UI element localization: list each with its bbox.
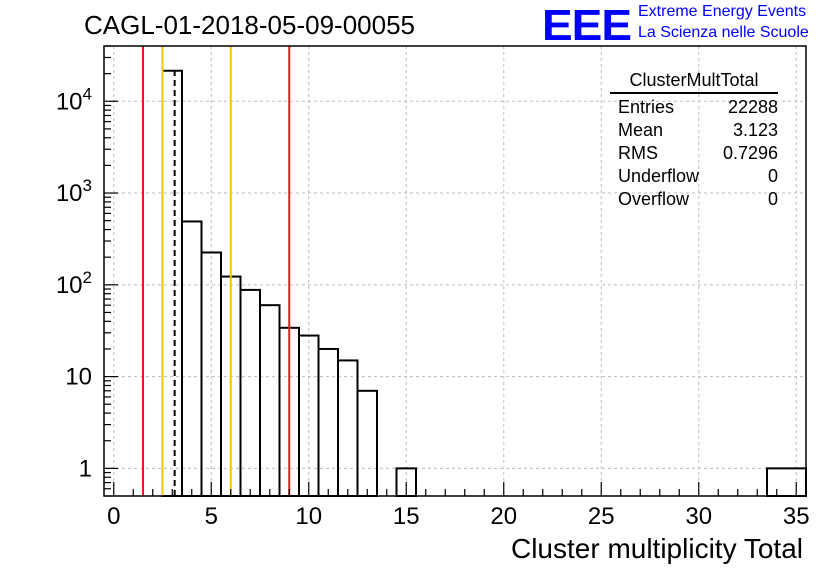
logo-line-2: La Scienza nelle Scuole [638, 24, 809, 41]
stats-value: 0 [767, 189, 778, 209]
x-tick-label: 0 [107, 503, 120, 530]
stats-title: ClusterMultTotal [610, 70, 778, 94]
stats-label: Overflow [618, 189, 690, 209]
y-tick-label: 102 [56, 268, 92, 299]
y-tick-label: 1 [79, 455, 92, 482]
x-tick-label: 35 [783, 503, 810, 530]
stats-box: ClusterMultTotal Entries 22288 Mean 3.12… [610, 70, 778, 211]
stats-row-entries: Entries 22288 [610, 96, 778, 119]
y-tick-label: 104 [56, 84, 92, 115]
plot-frame [103, 45, 807, 497]
logo-mark: EEE [542, 0, 632, 50]
x-tick-label: 10 [295, 503, 322, 530]
eee-logo: EEE [542, 0, 632, 50]
histogram-bar [356, 389, 378, 498]
stats-row-mean: Mean 3.123 [610, 119, 778, 142]
histogram-bar [337, 359, 359, 497]
stats-label: Entries [618, 97, 675, 117]
stats-row-overflow: Overflow 0 [610, 188, 778, 211]
histogram-bar [200, 251, 222, 497]
histogram-bar [239, 288, 261, 498]
x-tick-label: 25 [588, 503, 615, 530]
stats-label: RMS [618, 143, 658, 163]
stats-value: 3.123 [732, 120, 778, 140]
x-tick-label: 30 [685, 503, 712, 530]
histogram-bar [161, 69, 183, 498]
stats-value: 0 [767, 166, 778, 186]
y-tick-label: 103 [56, 176, 92, 207]
stats-row-underflow: Underflow 0 [610, 165, 778, 188]
stats-value: 0.7296 [722, 143, 778, 163]
x-axis-label: Cluster multiplicity Total [510, 533, 803, 564]
stats-value: 22288 [727, 97, 778, 117]
x-tick-label: 15 [393, 503, 420, 530]
stats-label: Underflow [618, 166, 700, 186]
histogram-bar [766, 467, 807, 497]
stats-label: Mean [618, 120, 664, 140]
logo-line-1: Extreme Energy Events [638, 3, 807, 20]
x-tick-label: 20 [490, 503, 517, 530]
y-tick-label: 10 [65, 364, 92, 391]
histogram-bar [317, 347, 339, 497]
histogram-bar [181, 220, 203, 497]
chart-title: CAGL-01-2018-05-09-00055 [84, 10, 415, 40]
stats-row-rms: RMS 0.7296 [610, 142, 778, 165]
x-tick-label: 5 [205, 503, 218, 530]
histogram-bar [259, 304, 281, 497]
